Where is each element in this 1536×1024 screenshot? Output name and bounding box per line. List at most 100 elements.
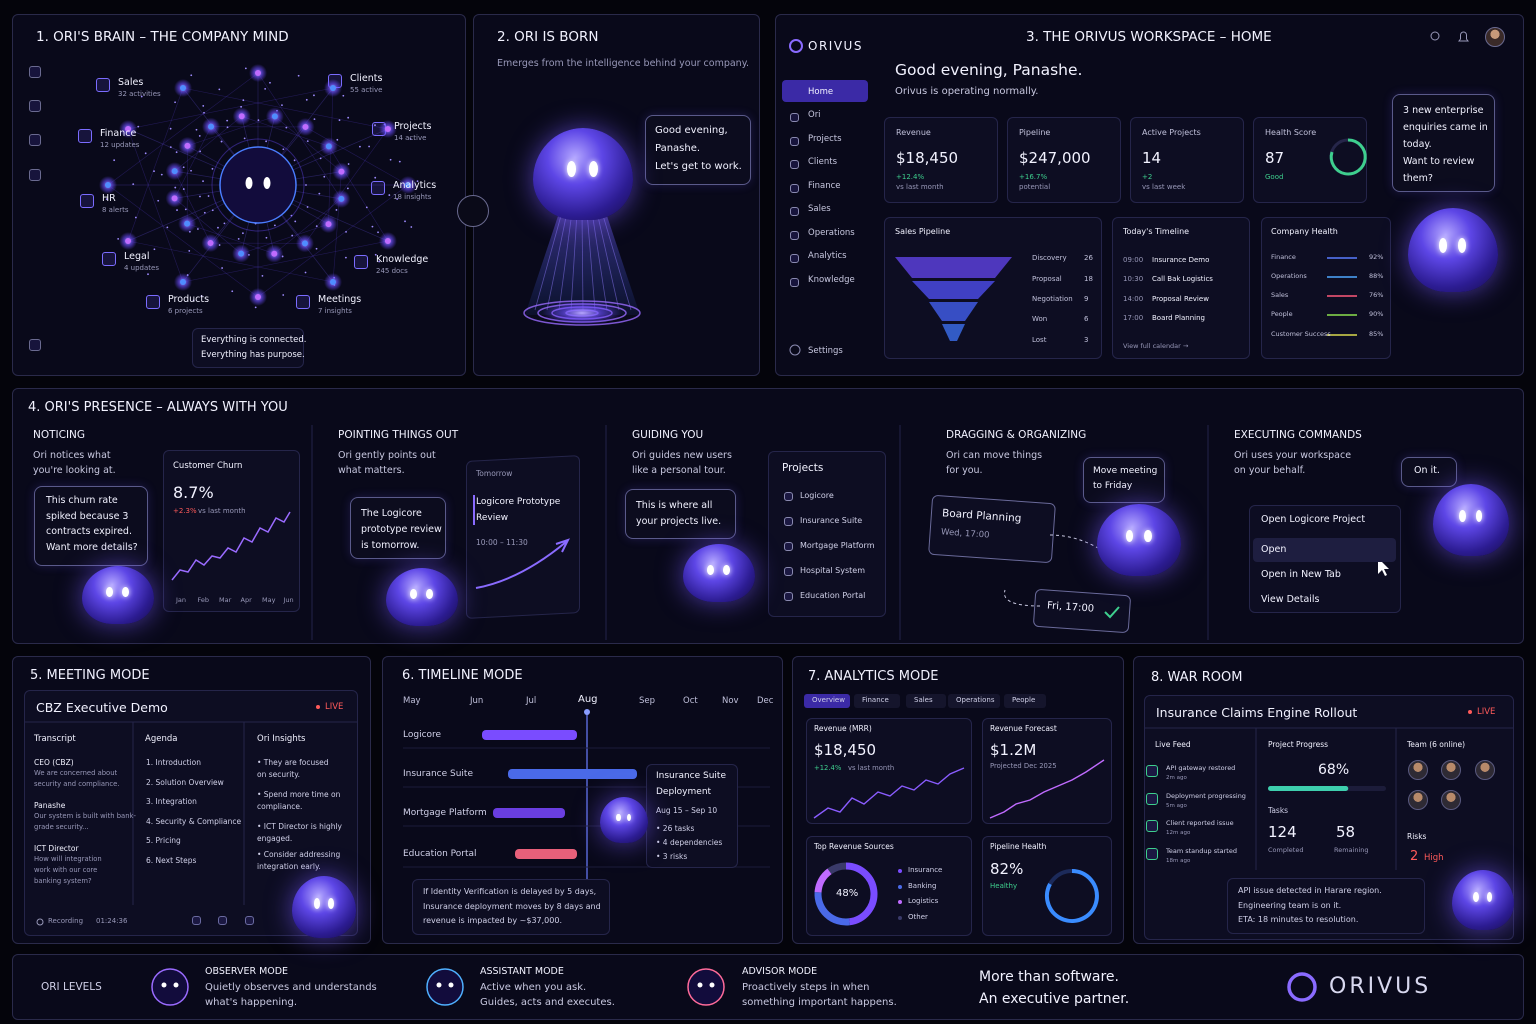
label: 9 — [1084, 295, 1089, 303]
icon — [790, 278, 799, 287]
label: 6. Next Steps — [146, 856, 197, 865]
label: Jun — [470, 696, 484, 706]
icon — [29, 66, 41, 78]
label: Apr — [240, 596, 252, 604]
label: Engineering team is on it. — [1238, 900, 1342, 910]
label: Overview — [812, 696, 845, 704]
label: HR — [102, 193, 116, 204]
ori-eye — [1475, 509, 1483, 523]
label: contracts expired. — [46, 526, 132, 537]
icon — [784, 592, 793, 601]
label: 2. ORI IS BORN — [497, 29, 599, 45]
card — [768, 451, 886, 617]
speech-bubble — [645, 115, 751, 185]
label: Recording — [48, 917, 84, 925]
label: • ICT Director is highly — [257, 822, 342, 831]
label: what's happening. — [205, 997, 297, 1008]
label: Good evening, — [655, 125, 728, 136]
label: to Friday — [1093, 481, 1133, 491]
label: 124 — [1268, 823, 1297, 841]
label: • 3 risks — [656, 852, 688, 861]
ori-eye — [616, 813, 621, 822]
icon — [790, 254, 799, 263]
label: API issue detected in Harare region. — [1238, 886, 1382, 895]
label: 245 docs — [376, 267, 408, 275]
tab — [1004, 694, 1046, 708]
label: Logistics — [908, 897, 939, 905]
ori-eye — [122, 586, 129, 597]
label: • Spend more time on — [257, 790, 341, 799]
label: Lost — [1032, 336, 1047, 344]
label: DRAGGING & ORGANIZING — [946, 429, 1087, 441]
ori-mascot — [683, 544, 755, 602]
label: 85% — [1369, 330, 1384, 338]
nav-active — [782, 80, 868, 102]
icon — [1146, 765, 1158, 777]
label: Nov — [722, 696, 739, 706]
label: 90% — [1369, 310, 1384, 318]
label: Finance — [100, 128, 137, 139]
label: 4. ORI'S PRESENCE – ALWAYS WITH YOU — [28, 400, 288, 415]
label: Aug 15 – Sep 10 — [656, 806, 718, 815]
ori-eye — [313, 898, 320, 909]
ori-mascot — [1433, 484, 1509, 556]
label: Everything is connected. — [201, 335, 307, 345]
label: 14 active — [394, 134, 427, 142]
icon — [784, 492, 793, 501]
ori-eye — [1458, 238, 1467, 253]
label: for you. — [946, 465, 983, 476]
label: Finance — [862, 696, 889, 704]
label: Completed — [1268, 846, 1304, 854]
icon — [784, 542, 793, 551]
label: Logicore — [403, 730, 442, 740]
label: 2m ago — [1166, 775, 1187, 781]
label: 17:00 — [1123, 314, 1144, 322]
ori-eye — [723, 564, 730, 575]
ori-eye — [327, 898, 334, 909]
label: Logicore — [800, 491, 834, 500]
label: Banking — [908, 882, 937, 890]
label: How will integration — [34, 855, 102, 863]
icon — [790, 231, 799, 240]
arrow-button — [457, 195, 489, 227]
label: Project Progress — [1268, 740, 1329, 749]
label: Sales — [118, 77, 144, 88]
label: Projects — [808, 134, 842, 144]
card — [163, 450, 300, 612]
label: Agenda — [145, 734, 178, 744]
label: work with our core — [34, 866, 98, 874]
ori-mascot — [82, 566, 154, 624]
label: Products — [168, 294, 210, 305]
ori-mascot — [533, 128, 633, 220]
label: on security. — [257, 770, 300, 779]
label: High — [1424, 853, 1444, 863]
ori-eye — [410, 588, 417, 599]
label: 14 — [1142, 149, 1162, 167]
label: vs last month — [896, 183, 944, 191]
label: 8.7% — [173, 483, 214, 502]
label: grade security... — [34, 823, 89, 831]
label: 4. Security & Compliance — [146, 817, 242, 826]
icon — [354, 255, 368, 269]
icon — [790, 113, 799, 122]
label: Tomorrow — [476, 469, 513, 478]
label: 3 — [1084, 336, 1089, 344]
ori-mascot — [292, 876, 356, 938]
icon — [80, 194, 94, 208]
label: Dec — [757, 696, 774, 706]
label: Transcript — [34, 734, 76, 744]
label: Emerges from the intelligence behind you… — [497, 58, 749, 69]
label: vs last month — [848, 764, 895, 772]
label: ADVISOR MODE — [742, 966, 818, 977]
ori-eye — [426, 588, 433, 599]
label: $18,450 — [814, 741, 877, 759]
label: 87 — [1265, 149, 1285, 167]
label: $18,450 — [896, 149, 959, 167]
label: engaged. — [257, 834, 293, 843]
card — [412, 879, 610, 935]
label: Insurance Suite — [656, 771, 727, 781]
label: If Identity Verification is delayed by 5… — [423, 887, 597, 896]
label: Healthy — [990, 882, 1018, 890]
label: Want more details? — [46, 541, 138, 553]
label: Team standup started — [1166, 847, 1237, 855]
